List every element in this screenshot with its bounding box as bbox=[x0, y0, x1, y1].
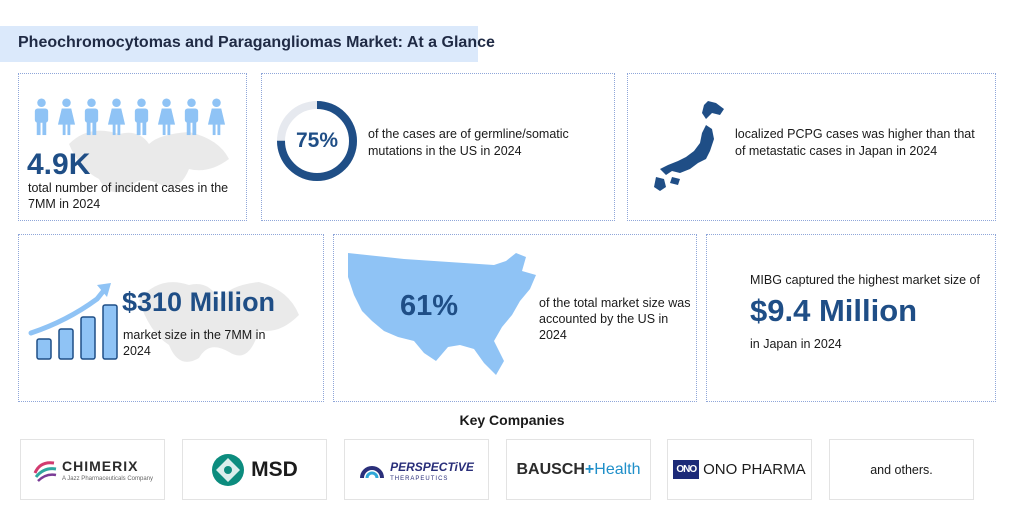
progress-ring bbox=[277, 101, 357, 181]
health-wordmark: Health bbox=[594, 460, 641, 478]
usa-map-icon bbox=[348, 253, 536, 375]
female-person-icon bbox=[107, 98, 126, 136]
male-person-icon bbox=[184, 98, 199, 136]
msd-mark-icon bbox=[212, 453, 245, 486]
mutations-value: 75% bbox=[295, 129, 339, 152]
japan-map-icon bbox=[654, 101, 724, 191]
progress-ring-arc bbox=[277, 101, 357, 181]
logo-msd: MSD bbox=[182, 439, 327, 500]
mutations-text: of the cases are of germline/somatic mut… bbox=[368, 127, 569, 158]
market-text: market size in the 7MM in 2024 bbox=[123, 328, 266, 358]
page-title: Pheochromocytomas and Paragangliomas Mar… bbox=[18, 34, 495, 51]
mibg-lead-text: MIBG captured the highest market size of bbox=[750, 273, 980, 287]
chimerix-subtitle: A Jazz Pharmaceuticals Company bbox=[61, 475, 154, 482]
card-us-share: 61% of the total market size was account… bbox=[333, 234, 697, 402]
us-share-value: 61% bbox=[400, 290, 459, 322]
world-map-icon bbox=[69, 130, 229, 193]
world-map-icon bbox=[139, 282, 299, 362]
growth-chart-icon bbox=[28, 283, 118, 360]
female-person-icon bbox=[207, 98, 226, 136]
card-incident-cases: 4.9K total number of incident cases in t… bbox=[18, 73, 247, 221]
female-person-icon bbox=[57, 98, 76, 136]
male-person-icon bbox=[34, 98, 49, 136]
title-banner: Pheochromocytomas and Paragangliomas Mar… bbox=[0, 26, 495, 62]
ono-wordmark: ONO PHARMA bbox=[703, 461, 806, 478]
logo-perspective: PERSPECTiVE THERAPEUTICS bbox=[344, 439, 489, 500]
ono-mark: ONO bbox=[673, 460, 700, 479]
others-text: and others. bbox=[870, 462, 933, 477]
us-share-text: of the total market size was accounted b… bbox=[539, 296, 691, 342]
mibg-value: $9.4 Million bbox=[750, 293, 918, 328]
msd-wordmark: MSD bbox=[251, 457, 298, 481]
female-person-icon bbox=[157, 98, 176, 136]
card-japan-cases: localized PCPG cases was higher than tha… bbox=[627, 73, 996, 221]
key-companies-title: Key Companies bbox=[459, 412, 565, 428]
perspective-arc-icon bbox=[360, 465, 385, 478]
perspective-wordmark: PERSPECTiVE bbox=[390, 459, 474, 474]
logo-bausch-health: BAUSCH+Health bbox=[506, 439, 651, 500]
logo-ono-pharma: ONO ONO PHARMA bbox=[667, 439, 812, 500]
card-market-size: $310 Million market size in the 7MM in 2… bbox=[18, 234, 324, 402]
male-person-icon bbox=[84, 98, 99, 136]
chimerix-wordmark: CHIMERIX bbox=[61, 457, 139, 474]
people-icons bbox=[32, 98, 226, 136]
card-mibg: MIBG captured the highest market size of… bbox=[706, 234, 996, 402]
chimerix-swirl-icon bbox=[33, 460, 57, 482]
japan-text: localized PCPG cases was higher than tha… bbox=[735, 127, 975, 158]
male-person-icon bbox=[134, 98, 149, 136]
perspective-subtitle: THERAPEUTICS bbox=[390, 475, 449, 482]
mibg-tail-text: in Japan in 2024 bbox=[750, 337, 842, 351]
logo-others: and others. bbox=[829, 439, 974, 500]
market-value: $310 Million bbox=[122, 287, 276, 317]
incident-value: 4.9K bbox=[27, 148, 91, 181]
bausch-plus-mark: + bbox=[584, 460, 595, 478]
bausch-wordmark: BAUSCH bbox=[516, 460, 585, 478]
incident-text: total number of incident cases in the 7M… bbox=[28, 181, 229, 211]
card-mutations: 75% of the cases are of germline/somatic… bbox=[261, 73, 615, 221]
logo-chimerix: CHIMERIX A Jazz Pharmaceuticals Company bbox=[20, 439, 165, 500]
